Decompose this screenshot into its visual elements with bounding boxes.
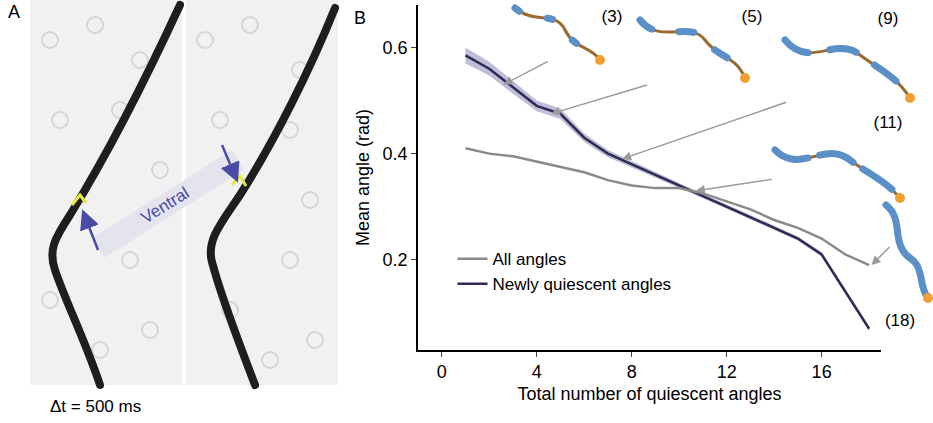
svg-text:B: B xyxy=(354,8,366,28)
svg-text:0.6: 0.6 xyxy=(383,38,408,58)
svg-text:Mean angle (rad): Mean angle (rad) xyxy=(353,109,373,246)
svg-text:4: 4 xyxy=(532,362,542,382)
svg-text:0.4: 0.4 xyxy=(383,144,408,164)
svg-text:A: A xyxy=(8,2,20,22)
svg-text:0: 0 xyxy=(437,362,447,382)
svg-text:12: 12 xyxy=(717,362,737,382)
svg-text:(3): (3) xyxy=(602,7,623,26)
svg-text:(5): (5) xyxy=(742,7,763,26)
svg-text:All angles: All angles xyxy=(493,250,567,269)
svg-text:Ventral: Ventral xyxy=(138,183,193,227)
svg-text:(18): (18) xyxy=(885,311,915,330)
svg-text:16: 16 xyxy=(812,362,832,382)
svg-text:Newly quiescent angles: Newly quiescent angles xyxy=(493,275,672,294)
svg-text:(11): (11) xyxy=(874,113,903,132)
svg-text:Total number of quiescent angl: Total number of quiescent angles xyxy=(517,384,781,404)
svg-text:8: 8 xyxy=(627,362,637,382)
svg-text:0.2: 0.2 xyxy=(383,250,408,270)
svg-text:Δt = 500 ms: Δt = 500 ms xyxy=(50,397,141,416)
svg-text:(9): (9) xyxy=(878,9,899,28)
